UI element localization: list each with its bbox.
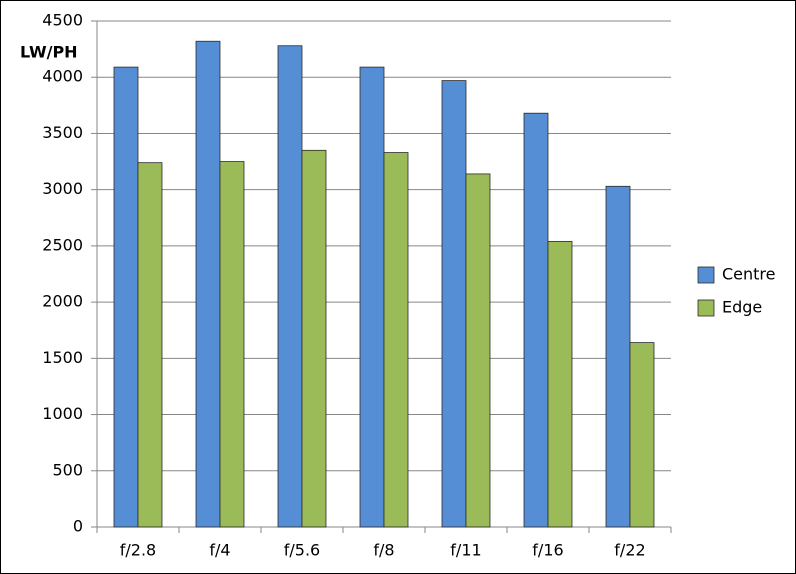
y-tick-label: 4500 <box>42 11 83 30</box>
y-tick-label: 1500 <box>42 348 83 367</box>
bar <box>441 80 467 528</box>
bar <box>277 45 303 528</box>
x-tick-label: f/16 <box>532 541 563 560</box>
y-tick-label: 4000 <box>42 67 83 86</box>
legend-label: Centre <box>722 265 776 284</box>
bar <box>219 161 245 528</box>
y-tick-label: 2000 <box>42 292 83 311</box>
bar <box>547 240 573 528</box>
y-axis-label: LW/PH <box>20 43 78 62</box>
y-tick-label: 3500 <box>42 123 83 142</box>
bar <box>301 149 327 528</box>
y-tick-label: 3000 <box>42 179 83 198</box>
legend-swatch <box>697 266 715 284</box>
bar <box>113 66 139 528</box>
bar <box>465 173 491 528</box>
y-tick-label: 500 <box>52 460 83 479</box>
x-tick-label: f/8 <box>373 541 394 560</box>
x-tick-label: f/4 <box>209 541 230 560</box>
bar <box>359 66 385 528</box>
legend-label: Edge <box>722 298 762 317</box>
bar <box>137 162 163 528</box>
legend-swatch <box>697 299 715 317</box>
bar <box>523 112 549 528</box>
bar <box>605 185 631 528</box>
x-tick-label: f/2.8 <box>120 541 156 560</box>
y-tick-label: 0 <box>73 517 83 536</box>
bar <box>629 342 655 528</box>
x-tick-label: f/22 <box>614 541 645 560</box>
bar <box>195 40 221 528</box>
y-tick-label: 2500 <box>42 235 83 254</box>
x-tick-label: f/5.6 <box>284 541 320 560</box>
y-tick-label: 1000 <box>42 404 83 423</box>
bar <box>383 152 409 528</box>
x-tick-label: f/11 <box>450 541 481 560</box>
